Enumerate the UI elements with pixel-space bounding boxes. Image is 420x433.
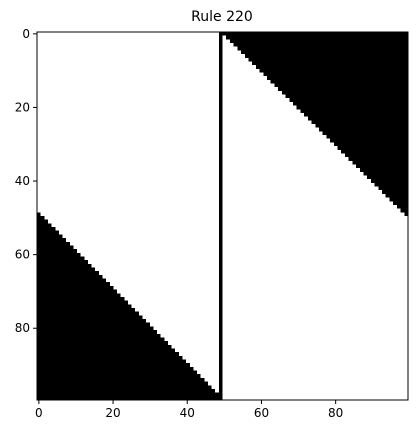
plot-frame (36, 31, 409, 401)
y-tick-label: 80 (15, 321, 30, 335)
y-tick-label: 60 (15, 248, 30, 262)
black-region-lower-left (37, 212, 223, 400)
x-tick-label: 60 (254, 406, 269, 420)
x-tick-label: 80 (328, 406, 343, 420)
y-axis: 0 20 40 60 80 (15, 27, 37, 335)
x-tick-label: 20 (105, 406, 120, 420)
y-tick-label: 0 (22, 27, 30, 41)
x-tick-label: 40 (180, 406, 195, 420)
x-tick-label: 0 (35, 406, 43, 420)
y-tick-label: 20 (15, 100, 30, 114)
black-region-right-wedge (222, 32, 408, 216)
y-tick-label: 40 (15, 174, 30, 188)
chart-title: Rule 220 (191, 9, 253, 25)
plot-area (37, 32, 408, 400)
x-axis: 0 20 40 60 80 (35, 400, 343, 420)
black-region-center-column (218, 32, 223, 400)
